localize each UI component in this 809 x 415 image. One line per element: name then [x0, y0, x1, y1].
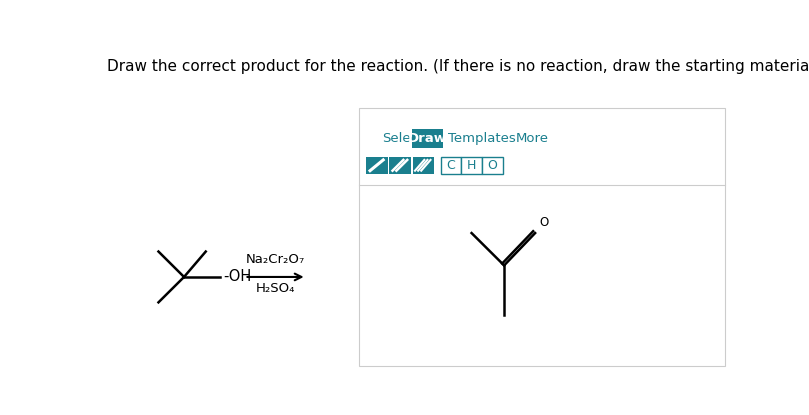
Text: Draw: Draw [408, 132, 447, 145]
Text: O: O [539, 216, 549, 229]
Text: Draw the correct product for the reaction. (If there is no reaction, draw the st: Draw the correct product for the reactio… [107, 59, 809, 74]
Text: Select: Select [382, 132, 423, 145]
Bar [359, 107, 725, 366]
Bar [413, 157, 434, 174]
Text: H₂SO₄: H₂SO₄ [256, 281, 295, 295]
Text: Templates: Templates [448, 132, 516, 145]
Text: Na₂Cr₂O₇: Na₂Cr₂O₇ [246, 253, 305, 266]
Bar [461, 157, 481, 174]
Bar [389, 157, 411, 174]
Text: H: H [467, 159, 477, 172]
Text: O: O [488, 159, 498, 172]
Text: More: More [516, 132, 549, 145]
Bar [366, 157, 388, 174]
Text: C: C [447, 159, 455, 172]
Text: -OH: -OH [222, 269, 251, 284]
Bar [441, 157, 460, 174]
Bar [482, 157, 502, 174]
Bar [412, 129, 443, 148]
